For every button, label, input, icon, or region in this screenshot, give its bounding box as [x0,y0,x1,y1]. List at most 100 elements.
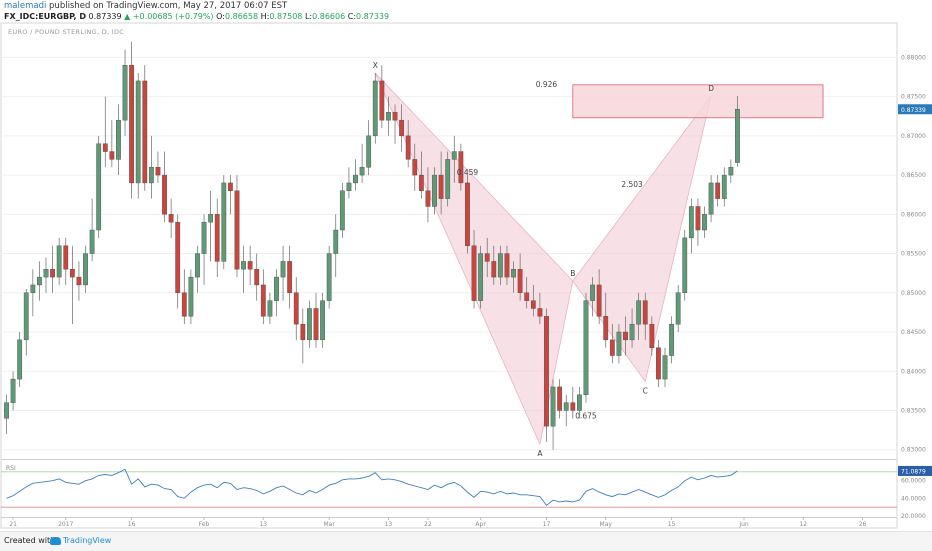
published-text: published on TradingView.com, May 27, 20… [49,1,288,11]
candle-down [438,174,444,199]
candle-up [43,269,49,278]
time-axis[interactable]: 21 2017 16 Feb 13 Mar 13 22 Apr 17 May 15 Jun 12 26 [9,517,867,528]
candle-up [583,300,589,395]
time-tick-label: 26 [859,521,867,528]
price-tick-label: 0.84000 [901,368,926,375]
candle-down [63,245,69,270]
price-tick-label: 0.86500 [901,172,926,179]
pattern-labels: X A B C D 0.459 0.675 2.503 0.926 [373,61,715,458]
candle-down [102,143,108,152]
candle-up [23,292,29,341]
time-tick-label: 13 [259,521,267,528]
candle-up [37,276,42,286]
candle-up [359,167,365,176]
last-price: 0.87339 [88,12,122,21]
candle-down [254,269,260,286]
candle-down [162,174,167,215]
candle-down [530,300,536,309]
ohlc-line: FX_IDC:EURGBP, D 0.87339 ▲ +0.00685 (+0.… [4,12,389,21]
candle-up [326,253,332,301]
candle-up [96,143,102,231]
candle-down [458,151,464,184]
candle-up [280,261,286,278]
candle-up [386,112,391,121]
candle-up [478,253,484,301]
candle-down [471,245,477,301]
candle-up [116,119,121,160]
candle-down [642,300,648,325]
time-tick-label: 22 [424,521,432,528]
candle-up [688,206,694,239]
candle-down [69,269,75,278]
candle-down [603,316,609,341]
time-tick-label: Feb [199,521,210,528]
candle-down [484,253,490,262]
high-label: H: [260,12,270,21]
candle-down [50,269,55,278]
candle-up [339,190,345,231]
candle-down [504,253,510,278]
chart-frame [0,22,898,529]
candle-up [708,182,714,215]
time-tick-label: 2017 [58,521,73,528]
tradingview-brand-link[interactable]: TradingView [63,536,112,545]
candle-up [629,323,635,341]
candle-up [662,355,668,380]
candle-down [379,80,385,121]
candle-up [702,214,707,231]
candle-up [497,253,503,278]
candle-down [695,206,701,231]
rsi-pane: 20.0000 40.0000 60.0000 71.0879 RSI [1,465,932,520]
candles [4,41,740,450]
candle-up [445,159,451,199]
candle-down [425,190,431,207]
price-tick-label: 0.83000 [901,447,926,454]
price-tick-label: 0.85000 [901,290,926,297]
current-price-badge [898,104,932,115]
publish-line: malemadi published on TradingView.com, M… [4,1,287,11]
candle-up [83,253,88,286]
candle-down [623,331,628,341]
candle-down [609,339,615,356]
low-label: L: [304,12,313,21]
candle-up [735,108,740,163]
price-axis[interactable]: 0.83000 0.83500 0.84000 0.84500 0.85000 0.855… [898,54,932,454]
price-chart[interactable]: X A B C D 0.459 0.675 2.503 0.926 0.83000 0.83500… [0,0,932,531]
candle-down [656,347,661,380]
rsi-value-label: 71.0879 [901,468,926,475]
candle-down [287,261,293,293]
candle-up [274,276,279,301]
candle-up [201,221,207,254]
candle-up [451,151,457,160]
time-tick-label: 21 [9,521,17,528]
candle-up [432,174,437,207]
fib-ratio-label: 0.675 [575,411,597,420]
candle-up [721,174,727,199]
price-tick-label: 0.87500 [901,94,926,101]
time-tick-label: May [600,521,613,528]
price-tick-label: 0.85500 [901,251,926,258]
candle-up [307,308,312,341]
rsi-line [6,468,738,507]
open-label: O: [216,12,225,21]
pattern-bcd-triangle [572,95,712,383]
author-name[interactable]: malemadi [4,1,47,11]
footer-bar: Created with TradingView [0,531,932,551]
time-tick-label: Apr [475,521,486,528]
candle-up [590,284,595,301]
rsi-tick-label: 40.0000 [901,495,926,502]
time-tick-label: 13 [385,521,393,528]
time-tick-label: 17 [543,521,551,528]
candle-down [155,167,161,176]
candle-up [188,276,194,317]
rsi-label: RSI [6,465,16,472]
candle-up [10,378,16,403]
low-value: 0.86606 [312,12,346,21]
price-tick-label: 0.87000 [901,133,926,140]
time-tick-label: 15 [668,521,676,528]
candle-down [293,292,299,325]
candle-up [89,229,95,254]
price-tick-label: 0.86000 [901,211,926,218]
rsi-value-badge [898,465,932,476]
pattern-point-x: X [373,61,378,70]
